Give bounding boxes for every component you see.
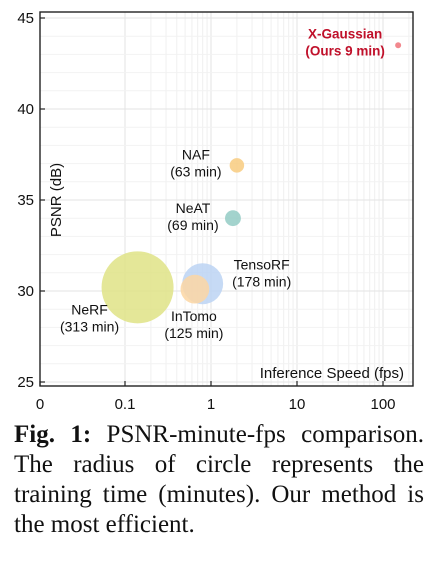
y-axis-title: PSNR (dB) <box>48 163 65 237</box>
point-labels: NeRF(313 min) TensoRF(178 min) InTomo(125 … <box>60 26 385 341</box>
y-tick-label: 30 <box>17 283 34 300</box>
bubble-chart: NeRF(313 min) TensoRF(178 min) InTomo(125 … <box>17 10 414 413</box>
label-x-gaussian-minutes: (Ours 9 min) <box>305 43 385 58</box>
bubble-naf <box>229 158 245 173</box>
label-neat: NeAT <box>176 200 211 216</box>
label-nerf: NeRF <box>71 301 108 317</box>
x-tick-label: 10 <box>289 396 306 413</box>
label-nerf-minutes: (313 min) <box>60 318 119 334</box>
figure-caption: Fig. 1: PSNR-minute-fps comparison. The … <box>14 420 424 540</box>
bubble-x-gaussian <box>395 42 402 49</box>
label-intomo-minutes: (125 min) <box>164 325 223 341</box>
label-naf-minutes: (63 min) <box>170 163 221 179</box>
caption-text: PSNR-minute-fps comparison. The radius o… <box>14 421 424 538</box>
label-tensorf-minutes: (178 min) <box>232 274 291 290</box>
y-tick-label: 25 <box>17 374 34 391</box>
plot-frame <box>39 11 414 387</box>
label-x-gaussian: X-Gaussian <box>308 26 382 41</box>
bubble-nerf <box>101 251 174 324</box>
y-tick-label: 40 <box>17 101 34 118</box>
figure-label: Fig. 1: <box>14 421 92 448</box>
x-tick-label: 100 <box>370 396 395 413</box>
label-intomo: InTomo <box>171 308 217 324</box>
x-tick-label: 0.1 <box>115 396 136 413</box>
y-tick-label: 45 <box>17 10 34 27</box>
ticks: 0 0.1 1 10 100 25 30 35 40 45 <box>17 10 395 413</box>
label-tensorf: TensoRF <box>234 257 290 273</box>
bubbles <box>101 42 402 324</box>
x-tick-label: 1 <box>207 396 215 413</box>
x-tick-label: 0 <box>36 396 44 413</box>
label-naf: NAF <box>182 146 210 162</box>
x-axis-title: Inference Speed (fps) <box>260 365 404 382</box>
grid <box>40 12 413 386</box>
y-tick-label: 35 <box>17 192 34 209</box>
label-neat-minutes: (69 min) <box>167 217 218 233</box>
bubble-intomo <box>180 274 210 304</box>
bubble-neat <box>225 210 241 227</box>
